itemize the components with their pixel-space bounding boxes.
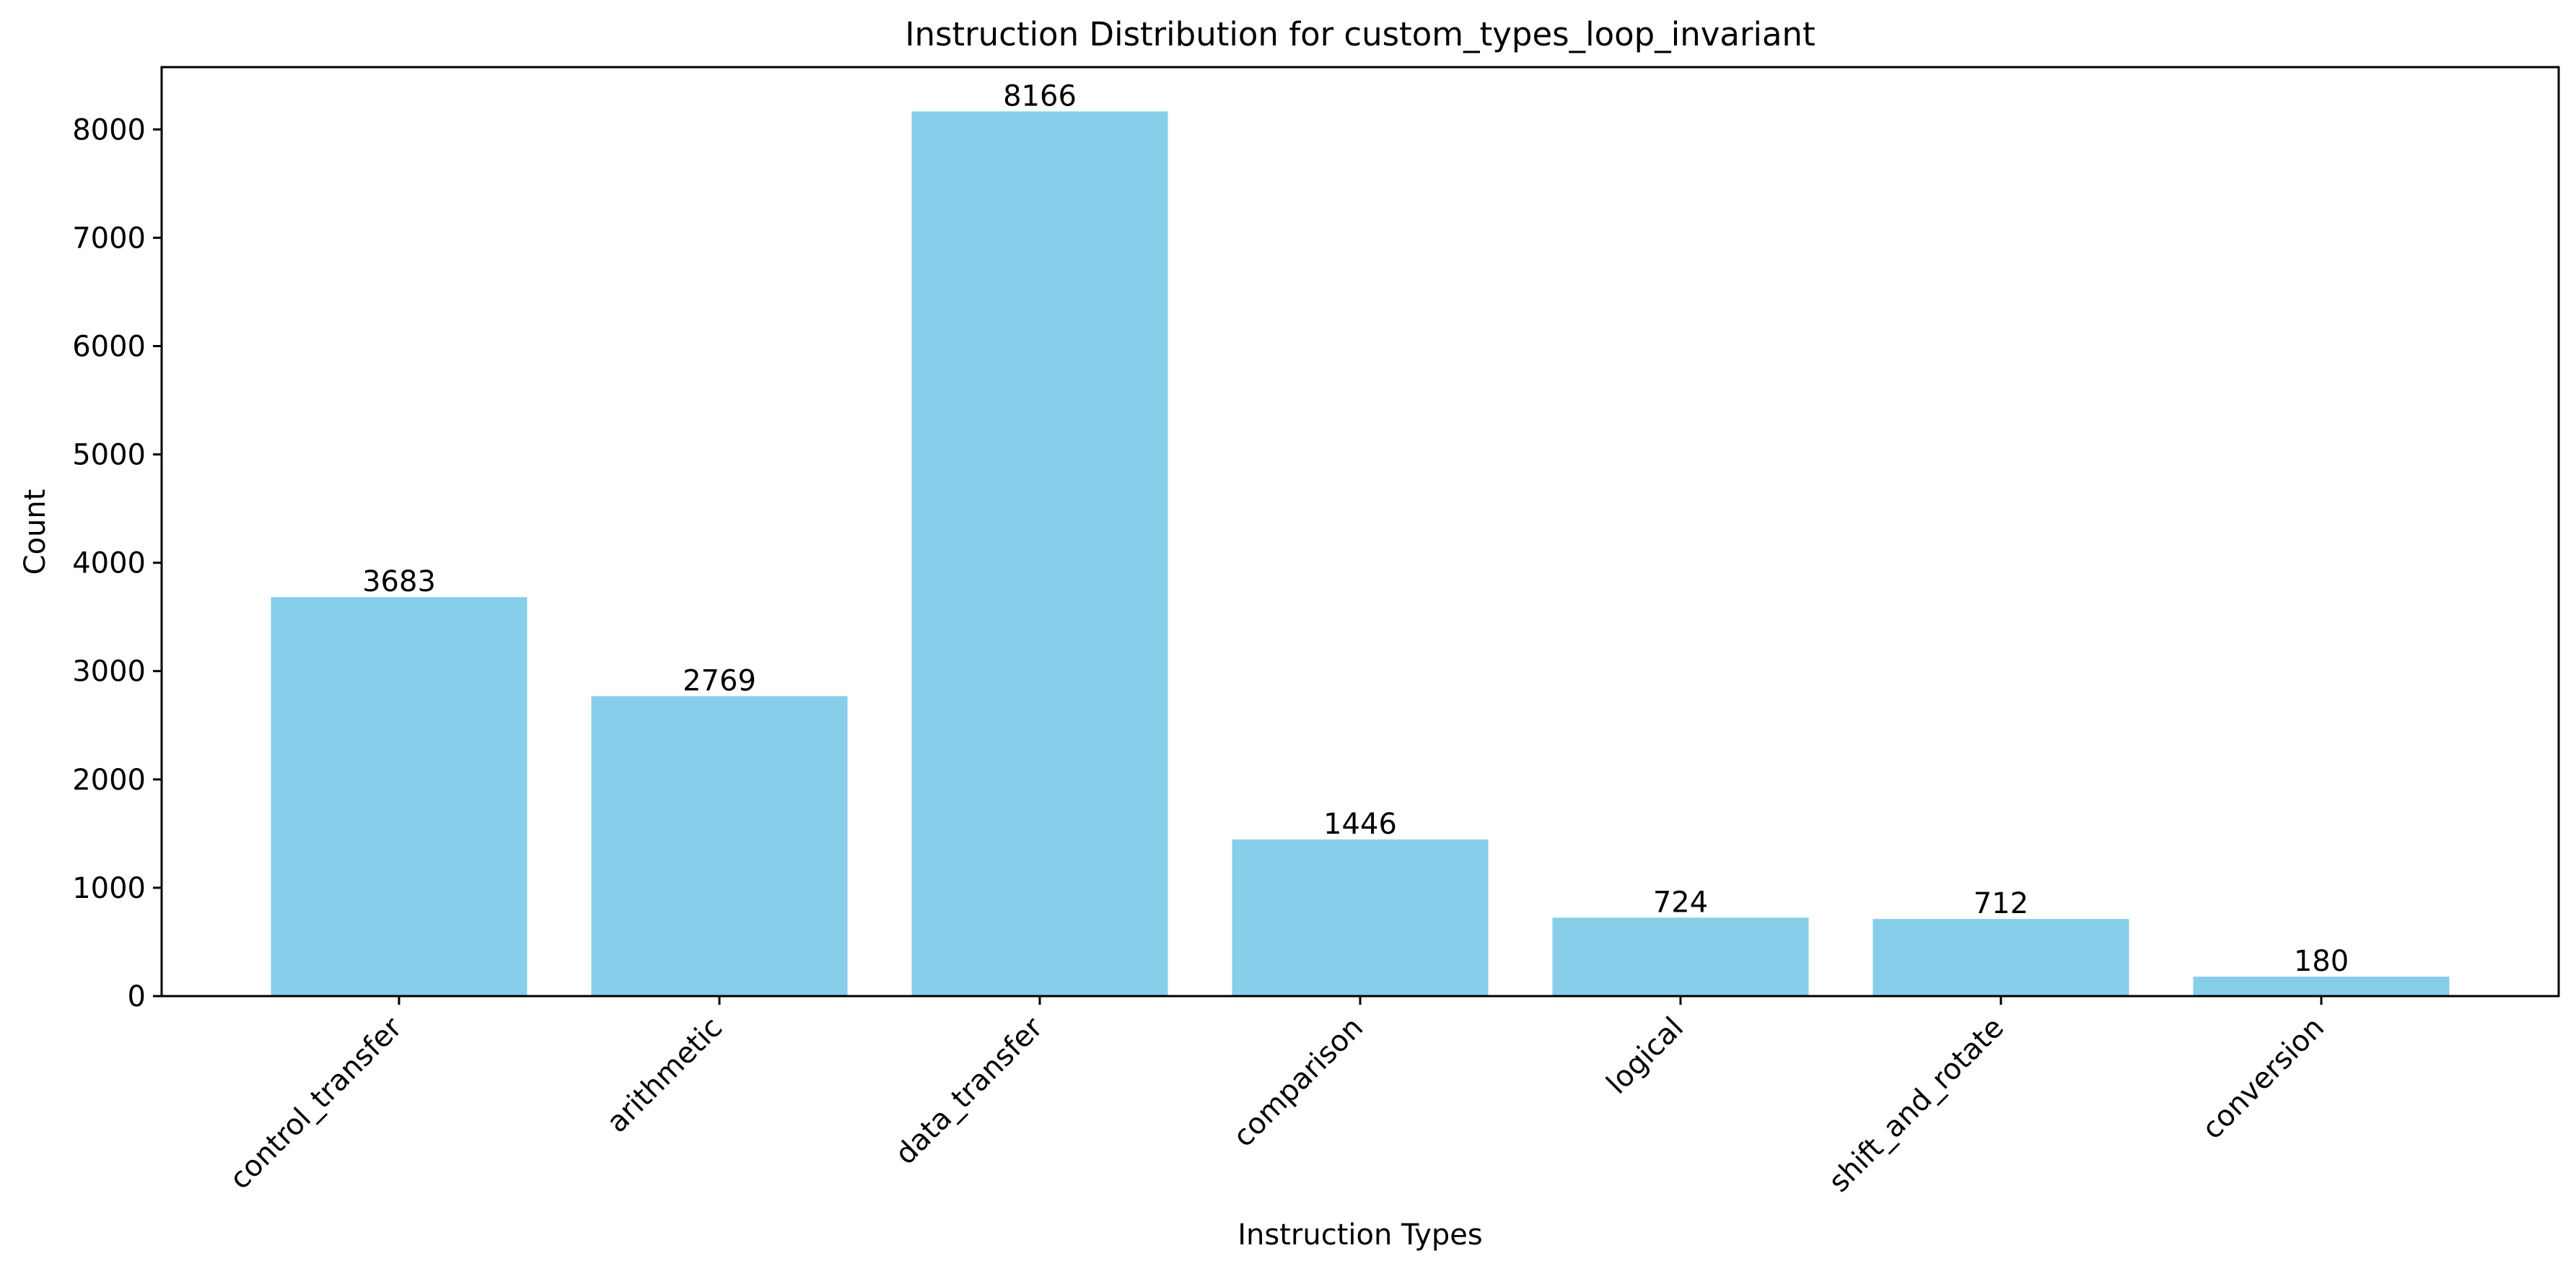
bar-arithmetic (591, 696, 848, 996)
bar-control-transfer (271, 597, 527, 996)
y-tick-label: 6000 (72, 330, 146, 363)
y-axis-label: Count (19, 489, 52, 575)
x-axis-label: Instruction Types (1237, 1218, 1483, 1252)
y-tick-label: 1000 (72, 872, 146, 905)
data-label-logical: 724 (1653, 886, 1708, 919)
data-label-conversion: 180 (2294, 945, 2349, 978)
data-label-comparison: 1446 (1323, 808, 1397, 841)
bar-labels-group: 3683 2769 8166 1446 724 712 180 (362, 79, 2349, 978)
y-tick-label: 8000 (72, 113, 146, 147)
bar-conversion (2193, 976, 2450, 996)
data-label-shift-and-rotate: 712 (1973, 887, 2028, 920)
data-label-arithmetic: 2769 (683, 664, 756, 697)
y-axis: 0 1000 2000 3000 4000 5000 6000 7000 8000 (72, 113, 162, 1013)
y-tick-label: 7000 (72, 222, 146, 255)
y-tick-label: 2000 (72, 764, 146, 797)
bars-group (271, 111, 2450, 997)
plot-frame (160, 66, 2560, 998)
y-tick-label: 4000 (72, 547, 146, 580)
y-tick-label: 3000 (72, 655, 146, 689)
bar-logical (1552, 917, 1809, 996)
data-label-control-transfer: 3683 (362, 565, 436, 598)
bar-shift-and-rotate (1872, 919, 2129, 996)
chart-title: Instruction Distribution for custom_type… (905, 15, 1815, 53)
bar-data-transfer (911, 111, 1168, 997)
bar-comparison (1232, 839, 1489, 996)
y-tick-label: 0 (128, 980, 146, 1013)
y-tick-label: 5000 (72, 439, 146, 472)
data-label-data-transfer: 8166 (1003, 79, 1077, 113)
